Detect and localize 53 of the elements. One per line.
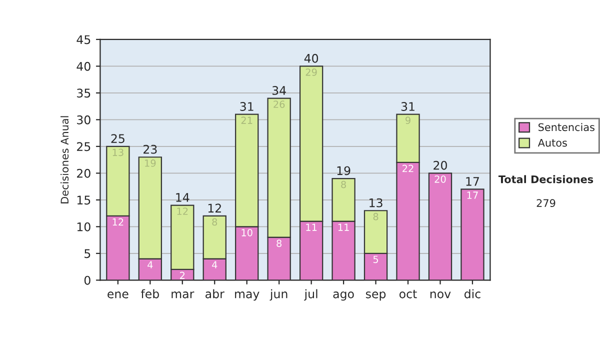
- total-label: 40: [304, 54, 318, 63]
- data-label: 10: [242, 228, 252, 236]
- data-label: 4: [148, 261, 153, 268]
- total-label: 17: [466, 177, 479, 186]
- x-tick-label: sep: [366, 292, 386, 301]
- y-tick-label: 35: [77, 88, 90, 98]
- total-label: 20: [434, 160, 447, 170]
- bar: [460, 188, 484, 280]
- x-tick-label: jun: [270, 289, 288, 301]
- data-label: 8: [276, 240, 282, 248]
- data-label: 11: [306, 224, 317, 231]
- total-label: 19: [337, 166, 350, 176]
- y-tick-label: 40: [76, 62, 90, 71]
- data-label: 22: [402, 164, 414, 172]
- data-label: 4: [212, 261, 218, 268]
- x-tick-label: oct: [399, 290, 417, 298]
- y-axis-title: Decisiones Anual: [60, 116, 69, 204]
- y-tick-label: 5: [84, 249, 90, 258]
- y-tick-label: 10: [77, 222, 90, 232]
- total-label: 13: [370, 198, 382, 208]
- text: Total Decisiones: [498, 175, 594, 184]
- x-tick-label: ene: [108, 292, 128, 298]
- y-tick-label: 0: [84, 276, 90, 285]
- data-label: 5: [373, 256, 378, 264]
- total-label: 12: [208, 204, 221, 212]
- y-tick-label: 45: [76, 35, 90, 44]
- data-label: 17: [467, 192, 478, 199]
- total-label: 14: [176, 193, 190, 202]
- y-tick-label: 25: [77, 142, 90, 152]
- total-label: 31: [401, 102, 414, 111]
- x-tick-label: nov: [430, 292, 451, 298]
- legend-label: Autos: [538, 138, 567, 147]
- total-label: 34: [272, 86, 286, 95]
- data-label: 2: [180, 272, 185, 279]
- total-label: 31: [240, 102, 254, 111]
- bar: [428, 172, 452, 280]
- text: 279: [536, 199, 556, 208]
- data-label: 12: [112, 218, 124, 226]
- x-tick-label: ago: [333, 292, 354, 301]
- total-label: 23: [144, 144, 157, 154]
- total-label: 25: [111, 134, 124, 144]
- legend-label: Sentencias: [538, 123, 594, 132]
- x-tick-label: feb: [140, 289, 159, 298]
- x-tick-label: mar: [172, 292, 194, 298]
- x-tick-label: jul: [304, 289, 318, 301]
- y-tick-label: 30: [77, 115, 90, 124]
- data-label: 11: [338, 224, 349, 231]
- data-label: 20: [434, 175, 446, 183]
- x-tick-label: abr: [206, 289, 224, 298]
- y-tick-label: 15: [77, 196, 90, 205]
- x-tick-label: dic: [464, 289, 480, 298]
- y-tick-label: 20: [77, 168, 90, 178]
- x-tick-label: may: [235, 292, 260, 301]
